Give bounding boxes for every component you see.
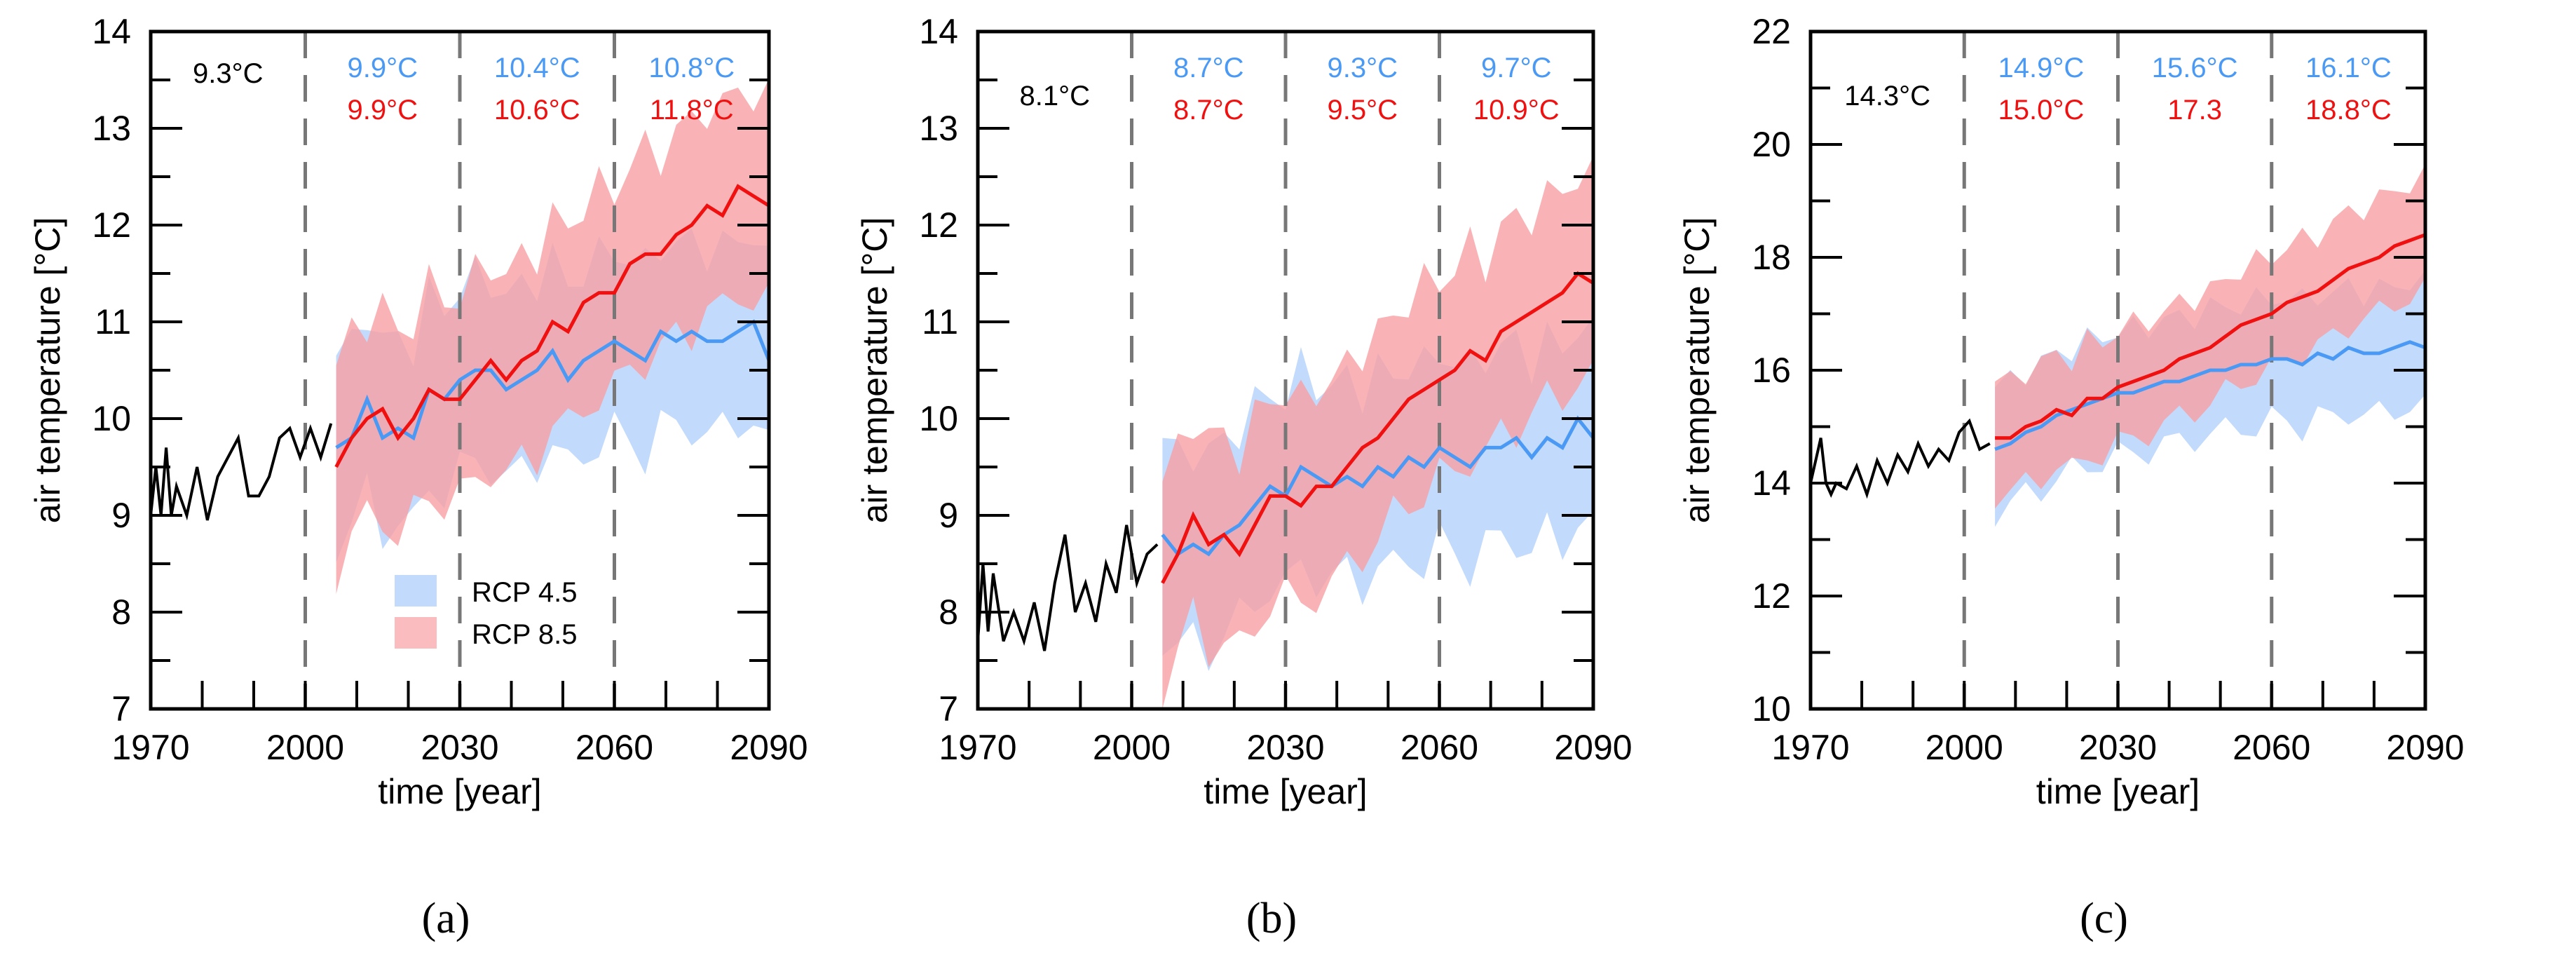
x-axis-title: time [year] [2036, 772, 2200, 811]
y-tick-label: 14 [92, 12, 131, 51]
panel-label: (c) [2080, 895, 2128, 942]
x-tick-label: 2030 [421, 728, 498, 767]
x-axis-title: time [year] [1204, 772, 1367, 811]
panel-b: 7 8 9 10 11 12 13 14 1970 2000 2030 2060 2090 time [y… [855, 12, 1633, 942]
y-tick-label: 14 [1752, 463, 1791, 503]
x-tick-label: 1970 [111, 728, 189, 767]
y-tick-label: 16 [1752, 351, 1791, 390]
y-tick-label: 12 [92, 205, 131, 245]
annotation-rcp85-mean: 11.8°C [650, 95, 734, 126]
x-tick-label: 2060 [2233, 728, 2310, 767]
x-tick-label: 1970 [1771, 728, 1849, 767]
panel-c: 10 12 14 16 18 20 22 1970 2000 2030 2060 2090 time [… [1677, 12, 2465, 942]
x-tick-label: 2090 [1554, 728, 1632, 767]
annotation-rcp85-mean: 8.7°C [1173, 95, 1244, 126]
y-tick-label: 13 [919, 109, 958, 148]
annotation-rcp45-mean: 9.7°C [1481, 53, 1552, 83]
x-tick-label: 2090 [2386, 728, 2464, 767]
historical-line [976, 524, 1159, 651]
annotation-rcp85-mean: 15.0°C [1998, 95, 2085, 126]
y-tick-label: 12 [919, 205, 958, 245]
annotation-rcp45-mean: 16.1°C [2305, 53, 2392, 83]
legend-label: RCP 4.5 [472, 577, 577, 608]
annotation-rcp85-mean: 9.5°C [1328, 95, 1398, 126]
annotation-rcp45-mean: 9.9°C [348, 53, 418, 83]
x-axis-title: time [year] [378, 772, 541, 811]
legend-swatch-rcp45 [395, 575, 437, 607]
x-tick-label: 1970 [939, 728, 1016, 767]
y-tick-label: 8 [939, 592, 958, 632]
historical-line [149, 423, 333, 521]
y-tick-label: 9 [111, 496, 131, 535]
y-axis-title: air temperature [°C] [855, 217, 894, 524]
x-tick-label: 2060 [1401, 728, 1478, 767]
annotation-rcp85-mean: 9.9°C [348, 95, 418, 126]
y-tick-label: 20 [1752, 125, 1791, 164]
band-rcp-8-5 [336, 79, 770, 595]
annotation-rcp45-mean: 15.6°C [2152, 53, 2238, 83]
panel-label: (b) [1246, 895, 1297, 942]
y-tick-label: 10 [919, 399, 958, 438]
y-tick-label: 9 [939, 496, 958, 535]
x-tick-label: 2000 [1926, 728, 2003, 767]
line-rcp-8-5 [1161, 271, 1595, 584]
legend-label: RCP 8.5 [472, 619, 577, 650]
y-tick-label: 11 [922, 302, 958, 341]
annotation-rcp85-mean: 17.3 [2167, 95, 2222, 126]
historical-line [1809, 418, 1991, 499]
annotation-rcp45-mean: 10.4°C [494, 53, 580, 83]
y-axis-title: air temperature [°C] [1677, 217, 1717, 524]
annotation-rcp45-mean: 10.8°C [648, 53, 735, 83]
x-tick-label: 2060 [575, 728, 653, 767]
annotation-historical-mean: 8.1°C [1020, 81, 1091, 111]
y-tick-label: 11 [95, 302, 131, 341]
y-tick-label: 22 [1752, 12, 1791, 51]
annotation-rcp45-mean: 9.3°C [1328, 53, 1398, 83]
line-rcp-4-5 [1161, 415, 1595, 557]
line-rcp-8-5 [1995, 233, 2426, 440]
y-tick-label: 14 [919, 12, 958, 51]
y-axis-title: air temperature [°C] [28, 217, 67, 524]
y-tick-label: 10 [1752, 689, 1791, 729]
line-rcp-4-5 [335, 319, 771, 449]
y-tick-label: 12 [1752, 576, 1791, 616]
y-tick-label: 10 [92, 399, 131, 438]
y-tick-label: 8 [111, 592, 131, 632]
legend-swatch-rcp85 [395, 617, 437, 649]
x-tick-label: 2090 [730, 728, 807, 767]
panel-label: (a) [422, 895, 470, 942]
line-rcp-4-5 [1994, 340, 2426, 452]
y-tick-label: 7 [939, 689, 958, 729]
annotation-rcp85-mean: 10.9°C [1473, 95, 1560, 126]
band-rcp-8-5 [1162, 156, 1593, 710]
y-tick-label: 13 [92, 109, 131, 148]
annotation-rcp85-mean: 10.6°C [494, 95, 580, 126]
annotation-historical-mean: 9.3°C [193, 58, 264, 89]
annotation-historical-mean: 14.3°C [1844, 81, 1930, 111]
panel-a: 7 8 9 10 11 12 13 14 1970 2000 2030 2060 2090 time [y… [28, 12, 808, 942]
x-tick-label: 2000 [266, 728, 344, 767]
annotation-rcp85-mean: 18.8°C [2305, 95, 2392, 126]
annotation-rcp45-mean: 8.7°C [1173, 53, 1244, 83]
y-tick-label: 18 [1752, 238, 1791, 277]
line-rcp-8-5 [334, 184, 770, 468]
x-tick-label: 2000 [1093, 728, 1171, 767]
y-tick-label: 7 [111, 689, 131, 729]
band-rcp-8-5 [1995, 164, 2425, 509]
annotation-rcp45-mean: 14.9°C [1998, 53, 2085, 83]
x-tick-label: 2030 [1246, 728, 1324, 767]
x-tick-label: 2030 [2079, 728, 2157, 767]
